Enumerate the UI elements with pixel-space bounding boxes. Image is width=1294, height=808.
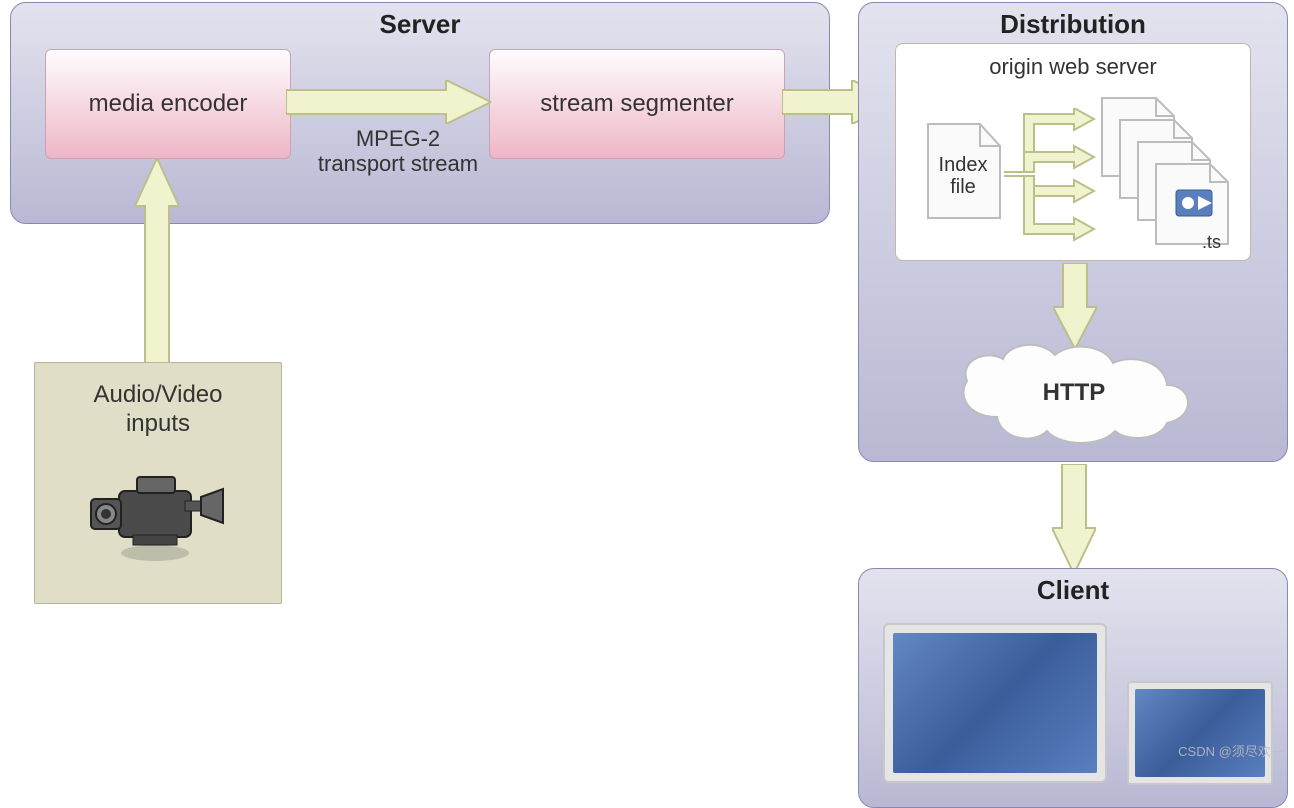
mpeg2-label: MPEG-2 transport stream bbox=[298, 126, 498, 177]
stream-segmenter-label: stream segmenter bbox=[540, 90, 733, 118]
arrow-origin-to-http bbox=[1053, 263, 1097, 349]
fanout-arrows-icon bbox=[1004, 108, 1096, 246]
media-encoder-label: media encoder bbox=[89, 90, 248, 118]
arrow-av-to-encoder bbox=[135, 158, 179, 368]
distribution-panel: Distribution origin web server Index fil… bbox=[858, 2, 1288, 462]
av-inputs-label: Audio/Video inputs bbox=[94, 381, 223, 439]
server-title: Server bbox=[380, 9, 461, 40]
ts-files-icon bbox=[1098, 94, 1238, 254]
index-file-label: Index file bbox=[934, 154, 992, 198]
stream-segmenter-box: stream segmenter bbox=[489, 49, 785, 159]
media-encoder-box: media encoder bbox=[45, 49, 291, 159]
client-title: Client bbox=[1037, 575, 1109, 606]
origin-server-label: origin web server bbox=[989, 54, 1157, 80]
client-panel: Client bbox=[858, 568, 1288, 808]
camera-icon bbox=[83, 457, 233, 567]
arrow-encoder-to-segmenter bbox=[286, 80, 491, 124]
av-inputs-box: Audio/Video inputs bbox=[34, 362, 282, 604]
client-screen-small-icon bbox=[1127, 681, 1273, 785]
distribution-title: Distribution bbox=[1000, 9, 1146, 40]
ts-label: .ts bbox=[1202, 232, 1221, 253]
http-label: HTTP bbox=[1019, 379, 1129, 407]
arrow-distribution-to-client bbox=[1052, 464, 1096, 574]
origin-server-box: origin web server Index file bbox=[895, 43, 1251, 261]
watermark-text: CSDN @须尽欢~~ bbox=[1178, 741, 1286, 760]
client-screen-large-icon bbox=[883, 623, 1107, 783]
